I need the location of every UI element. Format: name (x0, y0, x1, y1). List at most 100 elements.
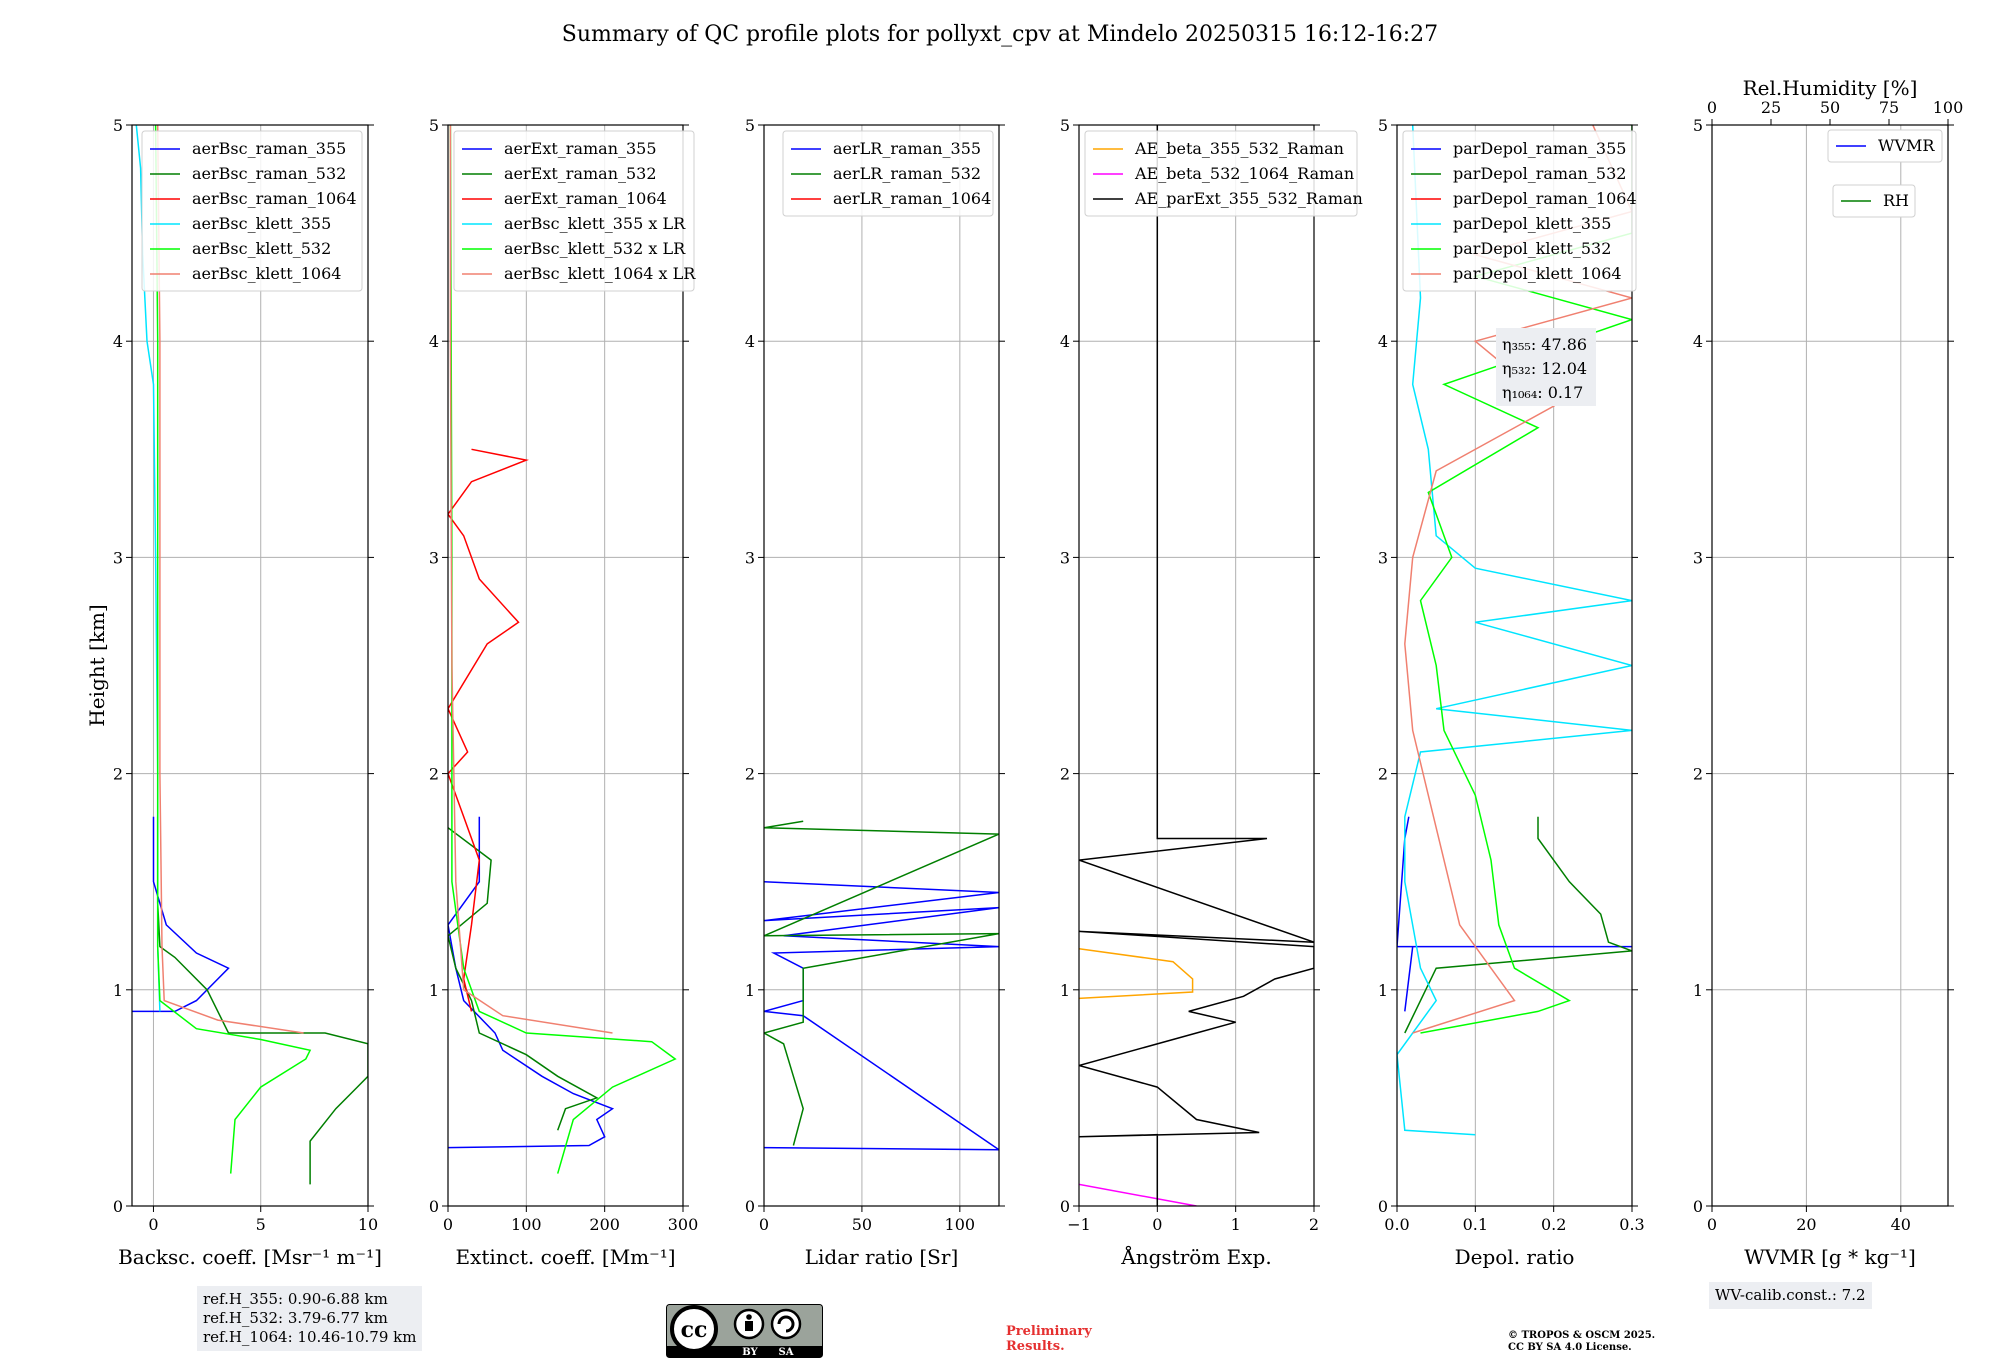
series-line (1419, 125, 1632, 1034)
legend: WVMR (1827, 129, 1943, 163)
y-tick-label: 2 (1693, 765, 1703, 784)
series-line (1404, 816, 1632, 1034)
wv-calibration-constant: WV-calib.const.: 7.2 (1715, 1286, 1866, 1304)
series-line (156, 816, 368, 1185)
axes-frame (1711, 124, 1949, 1207)
y-tick-label: 1 (1693, 981, 1703, 1000)
legend-label: parDepol_raman_355 (1453, 139, 1626, 158)
top-x-tick-label: 0 (1707, 98, 1717, 117)
x-tick-label: 10 (358, 1215, 378, 1234)
legend-box (1402, 130, 1637, 292)
y-tick-label: 0 (1693, 1197, 1703, 1216)
legend-label: parDepol_klett_532 (1453, 239, 1611, 258)
x-axis-label: WVMR [g * kg⁻¹] (1744, 1245, 1916, 1269)
copyright-line-2: CC BY SA 4.0 License. (1508, 1342, 1632, 1353)
copyright-line-1: © TROPOS & OSCM 2025. (1508, 1330, 1656, 1341)
x-tick-label: 0.2 (1541, 1215, 1566, 1234)
legend-box (1084, 130, 1358, 217)
series-line (1397, 125, 1632, 1136)
legend: aerBsc_raman_355 aerBsc_raman_532 aerBsc_r… (141, 130, 363, 292)
top-x-tick-label: 25 (1761, 98, 1781, 117)
y-tick-label: 1 (745, 981, 755, 1000)
legend: RH (1832, 184, 1916, 218)
reference-heights-box: ref.H_355: 0.90-6.88 km ref.H_532: 3.79-… (197, 1286, 423, 1351)
axes-frame (1078, 124, 1315, 1207)
eta-annotation: η₃₅₅: 47.86 η₅₃₂: 12.04 η₁₀₆₄: 0.17 (1496, 328, 1596, 406)
annotation-text: η₁₀₆₄: 0.17 (1502, 383, 1583, 402)
chart-panel-6: 0 20 40 0 1 2 3 4 5 WVMR [g * kg⁻¹] 0 25 50 75 100 Rel.… (1693, 76, 1963, 1269)
y-tick-label: 0 (745, 1197, 755, 1216)
legend-label: aerBsc_klett_532 (192, 239, 331, 258)
x-tick-label: 200 (589, 1215, 620, 1234)
y-tick-label: 5 (1378, 116, 1388, 135)
y-tick-label: 4 (1693, 332, 1703, 351)
y-tick-label: 4 (1060, 332, 1070, 351)
legend-label: aerBsc_klett_1064 x LR (504, 264, 696, 283)
legend-label: aerBsc_klett_532 x LR (504, 239, 686, 258)
series-line (132, 816, 230, 1013)
preliminary-results-note: Preliminary Results. (1006, 1324, 1092, 1354)
top-x-tick-label: 100 (1933, 98, 1964, 117)
x-tick-label: 0 (148, 1215, 158, 1234)
y-tick-label: 0 (1378, 1197, 1388, 1216)
legend-label: aerExt_raman_532 (504, 164, 657, 183)
cc-sa-label: SA (779, 1347, 794, 1358)
chart-panel-3: 0 50 100 0 1 2 3 4 5 Lidar ratio [Sr] aerLR_raman_… (745, 116, 1005, 1269)
x-tick-label: 0.1 (1463, 1215, 1488, 1234)
chart-panel-2: 0 100 200 300 0 1 2 3 4 5 Extinct. coeff. [Mm⁻¹] ae… (429, 116, 698, 1269)
y-axis-label: Height [km] (85, 604, 109, 726)
x-tick-label: 0 (443, 1215, 453, 1234)
y-tick-label: 3 (113, 548, 123, 567)
legend-label: parDepol_raman_532 (1453, 164, 1626, 183)
annotation-text: η₃₅₅: 47.86 (1502, 335, 1587, 354)
y-tick-label: 5 (745, 116, 755, 135)
x-axis-label: Depol. ratio (1455, 1245, 1575, 1269)
legend-label: AE_beta_532_1064_Raman (1134, 164, 1354, 183)
series-line (449, 125, 613, 1034)
y-tick-label: 4 (745, 332, 755, 351)
y-tick-label: 2 (745, 765, 755, 784)
preliminary-line-1: Preliminary (1006, 1324, 1092, 1339)
x-tick-label: 0 (1152, 1215, 1162, 1234)
y-tick-label: 1 (1378, 981, 1388, 1000)
legend: AE_beta_355_532_Raman AE_beta_532_1064_Ra… (1084, 130, 1363, 217)
legend-label: AE_parExt_355_532_Raman (1134, 189, 1363, 208)
annotation-text: η₅₃₂: 12.04 (1502, 359, 1587, 378)
x-tick-label: 50 (852, 1215, 872, 1234)
x-tick-label: 0 (759, 1215, 769, 1234)
y-tick-label: 3 (1378, 548, 1388, 567)
x-tick-label: 0 (1707, 1215, 1717, 1234)
copyright-note: © TROPOS & OSCM 2025. CC BY SA 4.0 Licen… (1508, 1330, 1655, 1354)
y-tick-label: 2 (1060, 765, 1070, 784)
series-line (448, 816, 615, 1149)
ref-height-532: ref.H_532: 3.79-6.77 km (203, 1309, 388, 1327)
x-tick-label: 20 (1796, 1215, 1816, 1234)
x-tick-label: 300 (668, 1215, 699, 1234)
y-tick-label: 4 (429, 332, 439, 351)
y-tick-label: 5 (429, 116, 439, 135)
axes-frame (131, 124, 369, 1207)
cc-by-label: BY (742, 1347, 758, 1358)
x-tick-label: 0.0 (1384, 1215, 1409, 1234)
legend-box (453, 130, 695, 292)
series-line (1079, 125, 1314, 1206)
legend-label: parDepol_klett_355 (1453, 214, 1611, 233)
y-tick-label: 0 (429, 1197, 439, 1216)
series-line (448, 448, 529, 1012)
y-tick-label: 2 (113, 765, 123, 784)
figure-title: Summary of QC profile plots for pollyxt_… (561, 22, 1439, 47)
legend-label: aerLR_raman_355 (833, 139, 981, 158)
y-tick-label: 0 (113, 1197, 123, 1216)
legend-box (782, 130, 994, 217)
legend-label: aerBsc_raman_355 (192, 139, 346, 158)
series-line (764, 880, 999, 1151)
chart-panel-1: 0 5 10 0 1 2 3 4 5 Backsc. coeff. [Msr⁻¹ m⁻¹] Heig… (85, 116, 382, 1269)
y-tick-label: 5 (113, 116, 123, 135)
wv-calibration-box: WV-calib.const.: 7.2 (1709, 1282, 1872, 1309)
legend-box (1832, 184, 1916, 218)
legend-label: aerBsc_klett_355 x LR (504, 214, 686, 233)
preliminary-line-2: Results. (1006, 1339, 1065, 1354)
y-tick-label: 1 (113, 981, 123, 1000)
y-tick-label: 1 (1060, 981, 1070, 1000)
